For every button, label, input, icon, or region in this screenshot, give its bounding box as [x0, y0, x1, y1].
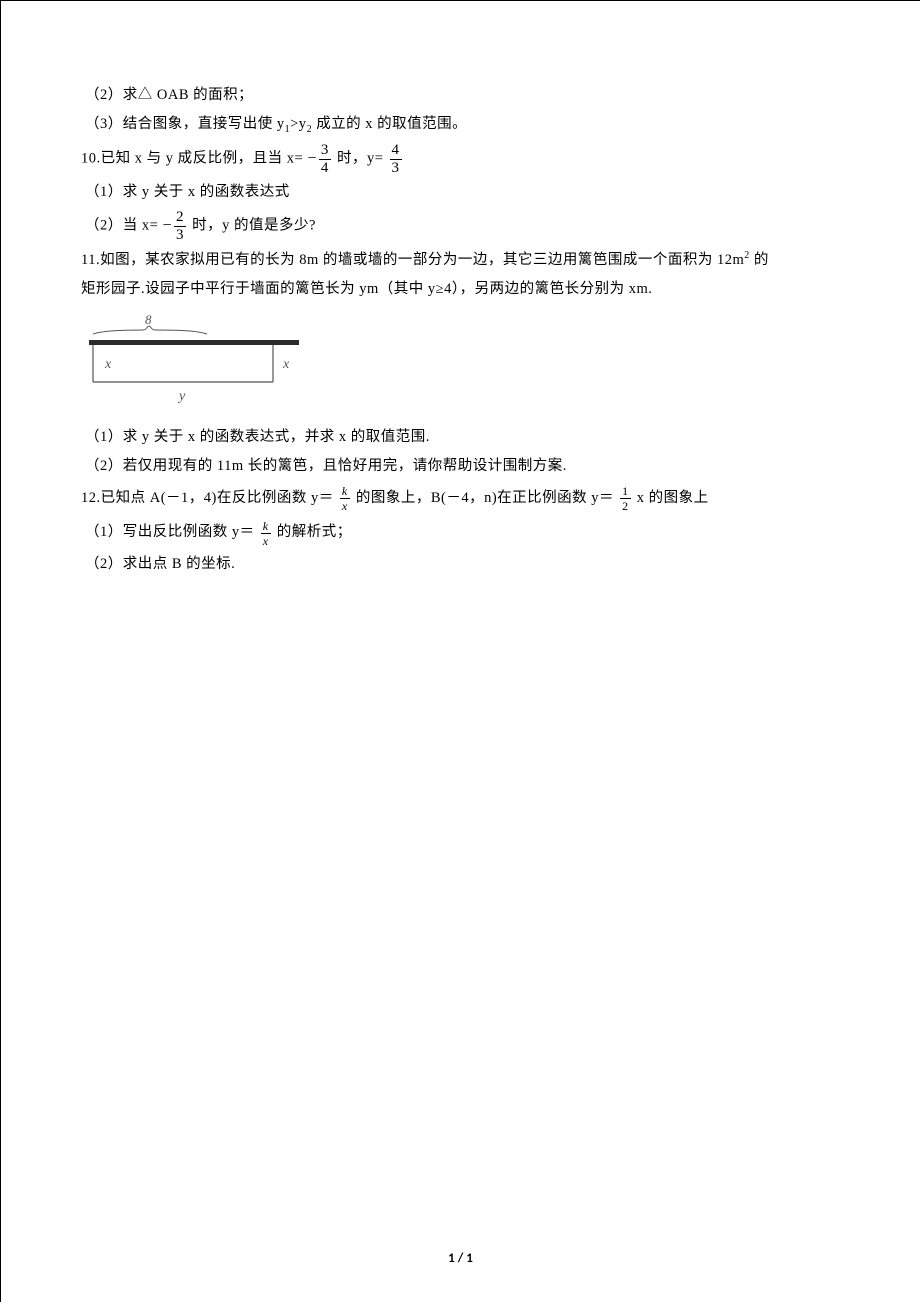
q12-stem: 12.已知点 A(－1，4)在反比例函数 y＝ kx 的图象上，B(－4，n)在… [81, 481, 840, 516]
fraction-3-4: 34 [319, 143, 331, 176]
q11-stem1-pre: 11.如图，某农家拟用已有的长为 8m 的墙或墙的一部分为一边，其它三边用篱笆围… [81, 252, 744, 268]
brace [93, 326, 207, 334]
q9-part3: （3）结合图象，直接写出使 y1>y2 成立的 x 的取值范围。 [81, 110, 840, 140]
q12-part1: （1）写出反比例函数 y＝ kx 的解析式； [81, 515, 840, 550]
fence-diagram-svg: 8 x x y [85, 312, 325, 412]
q12-stem-post: x 的图象上 [633, 490, 709, 506]
frac-num: 1 [620, 485, 631, 498]
frac-den: 2 [620, 498, 631, 512]
minus-sign: − [307, 150, 317, 167]
frac-num: 3 [319, 143, 331, 159]
diagram-label-8: 8 [145, 312, 152, 327]
frac-num: 4 [390, 143, 402, 159]
q11-stem2: 矩形园子.设园子中平行于墙面的篱笆长为 ym（其中 y≥4），另两边的篱笆长分别… [81, 275, 840, 304]
frac-den: 3 [174, 226, 186, 243]
minus-sign: − [162, 217, 172, 234]
q11-diagram: 8 x x y [85, 312, 840, 417]
fraction-k-x-2: kx [261, 520, 271, 547]
q9-part3-pre: （3）结合图象，直接写出使 y [85, 116, 285, 132]
q9-part2: （2）求△ OAB 的面积； [81, 81, 840, 110]
q12-stem-pre: 12.已知点 A(－1，4)在反比例函数 y＝ [81, 490, 338, 506]
q10-stem-mid: 时，y= [333, 150, 388, 166]
q11-part1: （1）求 y 关于 x 的函数表达式，并求 x 的取值范围. [81, 423, 840, 452]
frac-den: x [261, 533, 271, 547]
page: （2）求△ OAB 的面积； （3）结合图象，直接写出使 y1>y2 成立的 x… [0, 0, 920, 1302]
q10-stem-pre: 10.已知 x 与 y 成反比例，且当 x= [81, 150, 307, 166]
diagram-label-y: y [177, 389, 186, 404]
diagram-label-x-left: x [104, 357, 112, 372]
q12-stem-mid: 的图象上，B(－4，n)在正比例函数 y＝ [352, 490, 618, 506]
frac-num: k [261, 520, 271, 533]
frac-den: 4 [319, 159, 331, 176]
frac-num: 2 [174, 210, 186, 226]
q12-part1-post: 的解析式； [273, 524, 352, 540]
diagram-label-x-right: x [282, 357, 290, 372]
q10-part2-post: 时，y 的值是多少? [188, 218, 316, 234]
q11-stem1-post: 的 [750, 252, 769, 268]
q12-part1-pre: （1）写出反比例函数 y＝ [85, 524, 259, 540]
q11-stem1: 11.如图，某农家拟用已有的长为 8m 的墙或墙的一部分为一边，其它三边用篱笆围… [81, 246, 840, 275]
frac-den: 3 [390, 159, 402, 176]
q10-part2: （2）当 x= −23 时，y 的值是多少? [81, 207, 840, 245]
q12-part2: （2）求出点 B 的坐标. [81, 550, 840, 579]
frac-den: x [340, 498, 350, 512]
fraction-2-3: 23 [174, 210, 186, 243]
fraction-k-x: kx [340, 485, 350, 512]
fraction-1-2: 12 [620, 485, 631, 512]
wall [89, 340, 299, 345]
q9-part3-post: 成立的 x 的取值范围。 [312, 116, 467, 132]
q10-part1: （1）求 y 关于 x 的函数表达式 [81, 178, 840, 207]
q10-stem: 10.已知 x 与 y 成反比例，且当 x= −34 时，y= 43 [81, 140, 840, 178]
page-footer: 1 / 1 [1, 1251, 920, 1266]
q9-part3-mid: >y [290, 116, 306, 132]
q10-part2-pre: （2）当 x= [85, 218, 162, 234]
q11-part2: （2）若仅用现有的 11m 长的篱笆，且恰好用完，请你帮助设计围制方案. [81, 452, 840, 481]
frac-num: k [340, 485, 350, 498]
fraction-4-3: 43 [390, 143, 402, 176]
